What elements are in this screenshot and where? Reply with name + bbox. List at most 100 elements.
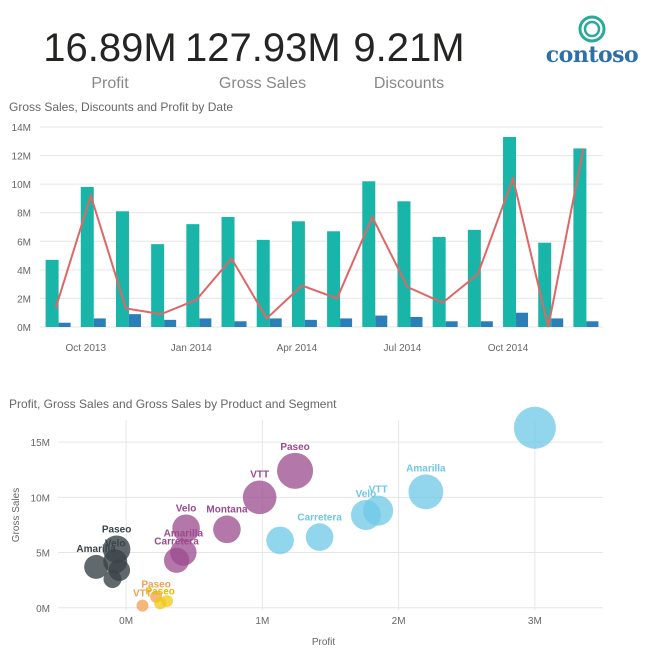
scatter-bubble [136, 599, 149, 612]
scatter-bubble-label: Velo [356, 489, 377, 500]
combo-y-tick-label: 4M [17, 266, 31, 277]
combo-y-tick-label: 6M [17, 237, 31, 248]
combo-chart-title: Gross Sales, Discounts and Profit by Dat… [9, 100, 234, 114]
discounts-bar [58, 322, 71, 327]
scatter-bubble-label: Amarilla [76, 544, 116, 555]
scatter-bubble [84, 554, 109, 579]
scatter-x-axis-label: Profit [312, 637, 336, 648]
gross-sales-bar [327, 231, 341, 327]
gross-sales-bar [80, 187, 94, 327]
discounts-bar [375, 315, 388, 327]
kpi-discounts-value: 9.21M [353, 26, 465, 70]
discounts-bar [128, 314, 141, 327]
scatter-x-tick-label: 2M [392, 616, 406, 627]
scatter-bubble [172, 514, 200, 543]
combo-y-tick-label: 8M [17, 209, 31, 220]
scatter-bubble-label: Paseo [280, 442, 309, 453]
kpi-profit-card: 16.89M Profit [40, 26, 180, 94]
scatter-x-tick-label: 3M [528, 616, 542, 627]
combo-x-tick-label: Jan 2014 [171, 343, 213, 354]
logo-rings-icon [578, 15, 606, 43]
discounts-bar [199, 318, 212, 327]
kpi-discounts-card: 9.21M Discounts [350, 26, 468, 94]
combo-x-tick-label: Apr 2014 [277, 343, 318, 354]
combo-x-tick-label: Oct 2014 [488, 343, 529, 354]
kpi-discounts-label: Discounts [373, 75, 445, 92]
scatter-x-tick-label: 1M [255, 616, 269, 627]
scatter-bubble-label: VTT [369, 485, 388, 496]
scatter-bubble [266, 526, 294, 555]
scatter-bubble-label: Velo [176, 503, 197, 514]
gross-sales-bar [503, 137, 517, 327]
discounts-bar [269, 318, 282, 327]
scatter-bubble [408, 474, 444, 510]
scatter-bubble [161, 595, 173, 608]
gross-sales-bar [397, 201, 411, 327]
combo-y-tick-label: 14M [12, 123, 31, 134]
scatter-y-tick-label: 15M [31, 438, 50, 449]
scatter-bubble-label: Carretera [154, 537, 199, 548]
scatter-bubble-label: VTT [250, 470, 269, 481]
gross-sales-bar [151, 244, 165, 327]
gross-sales-bar [538, 242, 552, 327]
scatter-bubble-label: Paseo [145, 586, 174, 597]
scatter-bubble [163, 547, 190, 573]
gross-sales-bar [432, 237, 446, 327]
combo-x-tick-label: Oct 2013 [65, 343, 106, 354]
kpi-gross-sales-value: 127.93M [185, 26, 341, 70]
scatter-bubble-label: Paseo [102, 524, 131, 535]
scatter-bubble-label: Carretera [297, 512, 342, 523]
kpi-gross-sales-card: 127.93M Gross Sales [185, 26, 341, 94]
scatter-chart-title: Profit, Gross Sales and Gross Sales by P… [9, 397, 337, 411]
discounts-bar [304, 319, 317, 327]
gross-sales-bar [221, 217, 235, 327]
scatter-bubble [277, 452, 314, 489]
discounts-bar [234, 321, 247, 327]
scatter-bubble-label: Paseo [141, 580, 170, 591]
combo-y-tick-label: 0M [17, 323, 31, 334]
discounts-bar [586, 321, 599, 327]
scatter-x-tick-label: 0M [119, 616, 133, 627]
gross-sales-bar [291, 221, 305, 327]
discounts-bar [480, 321, 493, 327]
combo-y-tick-label: 10M [12, 180, 31, 191]
gross-sales-bar [115, 211, 129, 327]
scatter-bubble [213, 515, 241, 544]
scatter-bubble [350, 500, 381, 530]
combo-y-tick-label: 12M [12, 152, 31, 163]
combo-x-tick-label: Jul 2014 [384, 343, 422, 354]
scatter-y-tick-label: 5M [36, 549, 50, 560]
discounts-bar [410, 317, 423, 327]
gross-sales-bar [573, 148, 587, 327]
scatter-bubble-label: Amarilla [164, 528, 204, 539]
scatter-bubble-label: VTT [133, 589, 152, 600]
kpi-profit-value: 16.89M [43, 26, 177, 70]
scatter-bubble-label: Amarilla [406, 463, 446, 474]
scatter-y-axis-label: Gross Sales [11, 488, 22, 542]
scatter-bubble [242, 480, 277, 515]
scatter-bubble [108, 559, 131, 582]
scatter-bubble-label: Montana [206, 505, 248, 516]
discounts-bar [340, 318, 353, 327]
contoso-logo: contoso [540, 14, 644, 70]
scatter-bubble [305, 523, 334, 551]
gross-sales-bar [467, 229, 481, 327]
logo-text: contoso [545, 42, 639, 68]
gross-sales-bar [186, 224, 200, 327]
scatter-bubble-label: Velo [105, 538, 126, 549]
scatter-y-tick-label: 10M [31, 493, 50, 504]
combo-y-tick-label: 2M [17, 294, 31, 305]
profit-line [54, 148, 585, 328]
discounts-bar [164, 319, 177, 327]
gross-sales-bar [45, 259, 59, 327]
kpi-gross-sales-label: Gross Sales [218, 75, 307, 92]
kpi-profit-label: Profit [91, 75, 129, 92]
discounts-bar [516, 312, 529, 327]
scatter-y-tick-label: 0M [36, 604, 50, 615]
discounts-bar [551, 318, 564, 327]
scatter-bubble [513, 406, 556, 449]
discounts-bar [93, 318, 106, 327]
discounts-bar [445, 321, 458, 327]
